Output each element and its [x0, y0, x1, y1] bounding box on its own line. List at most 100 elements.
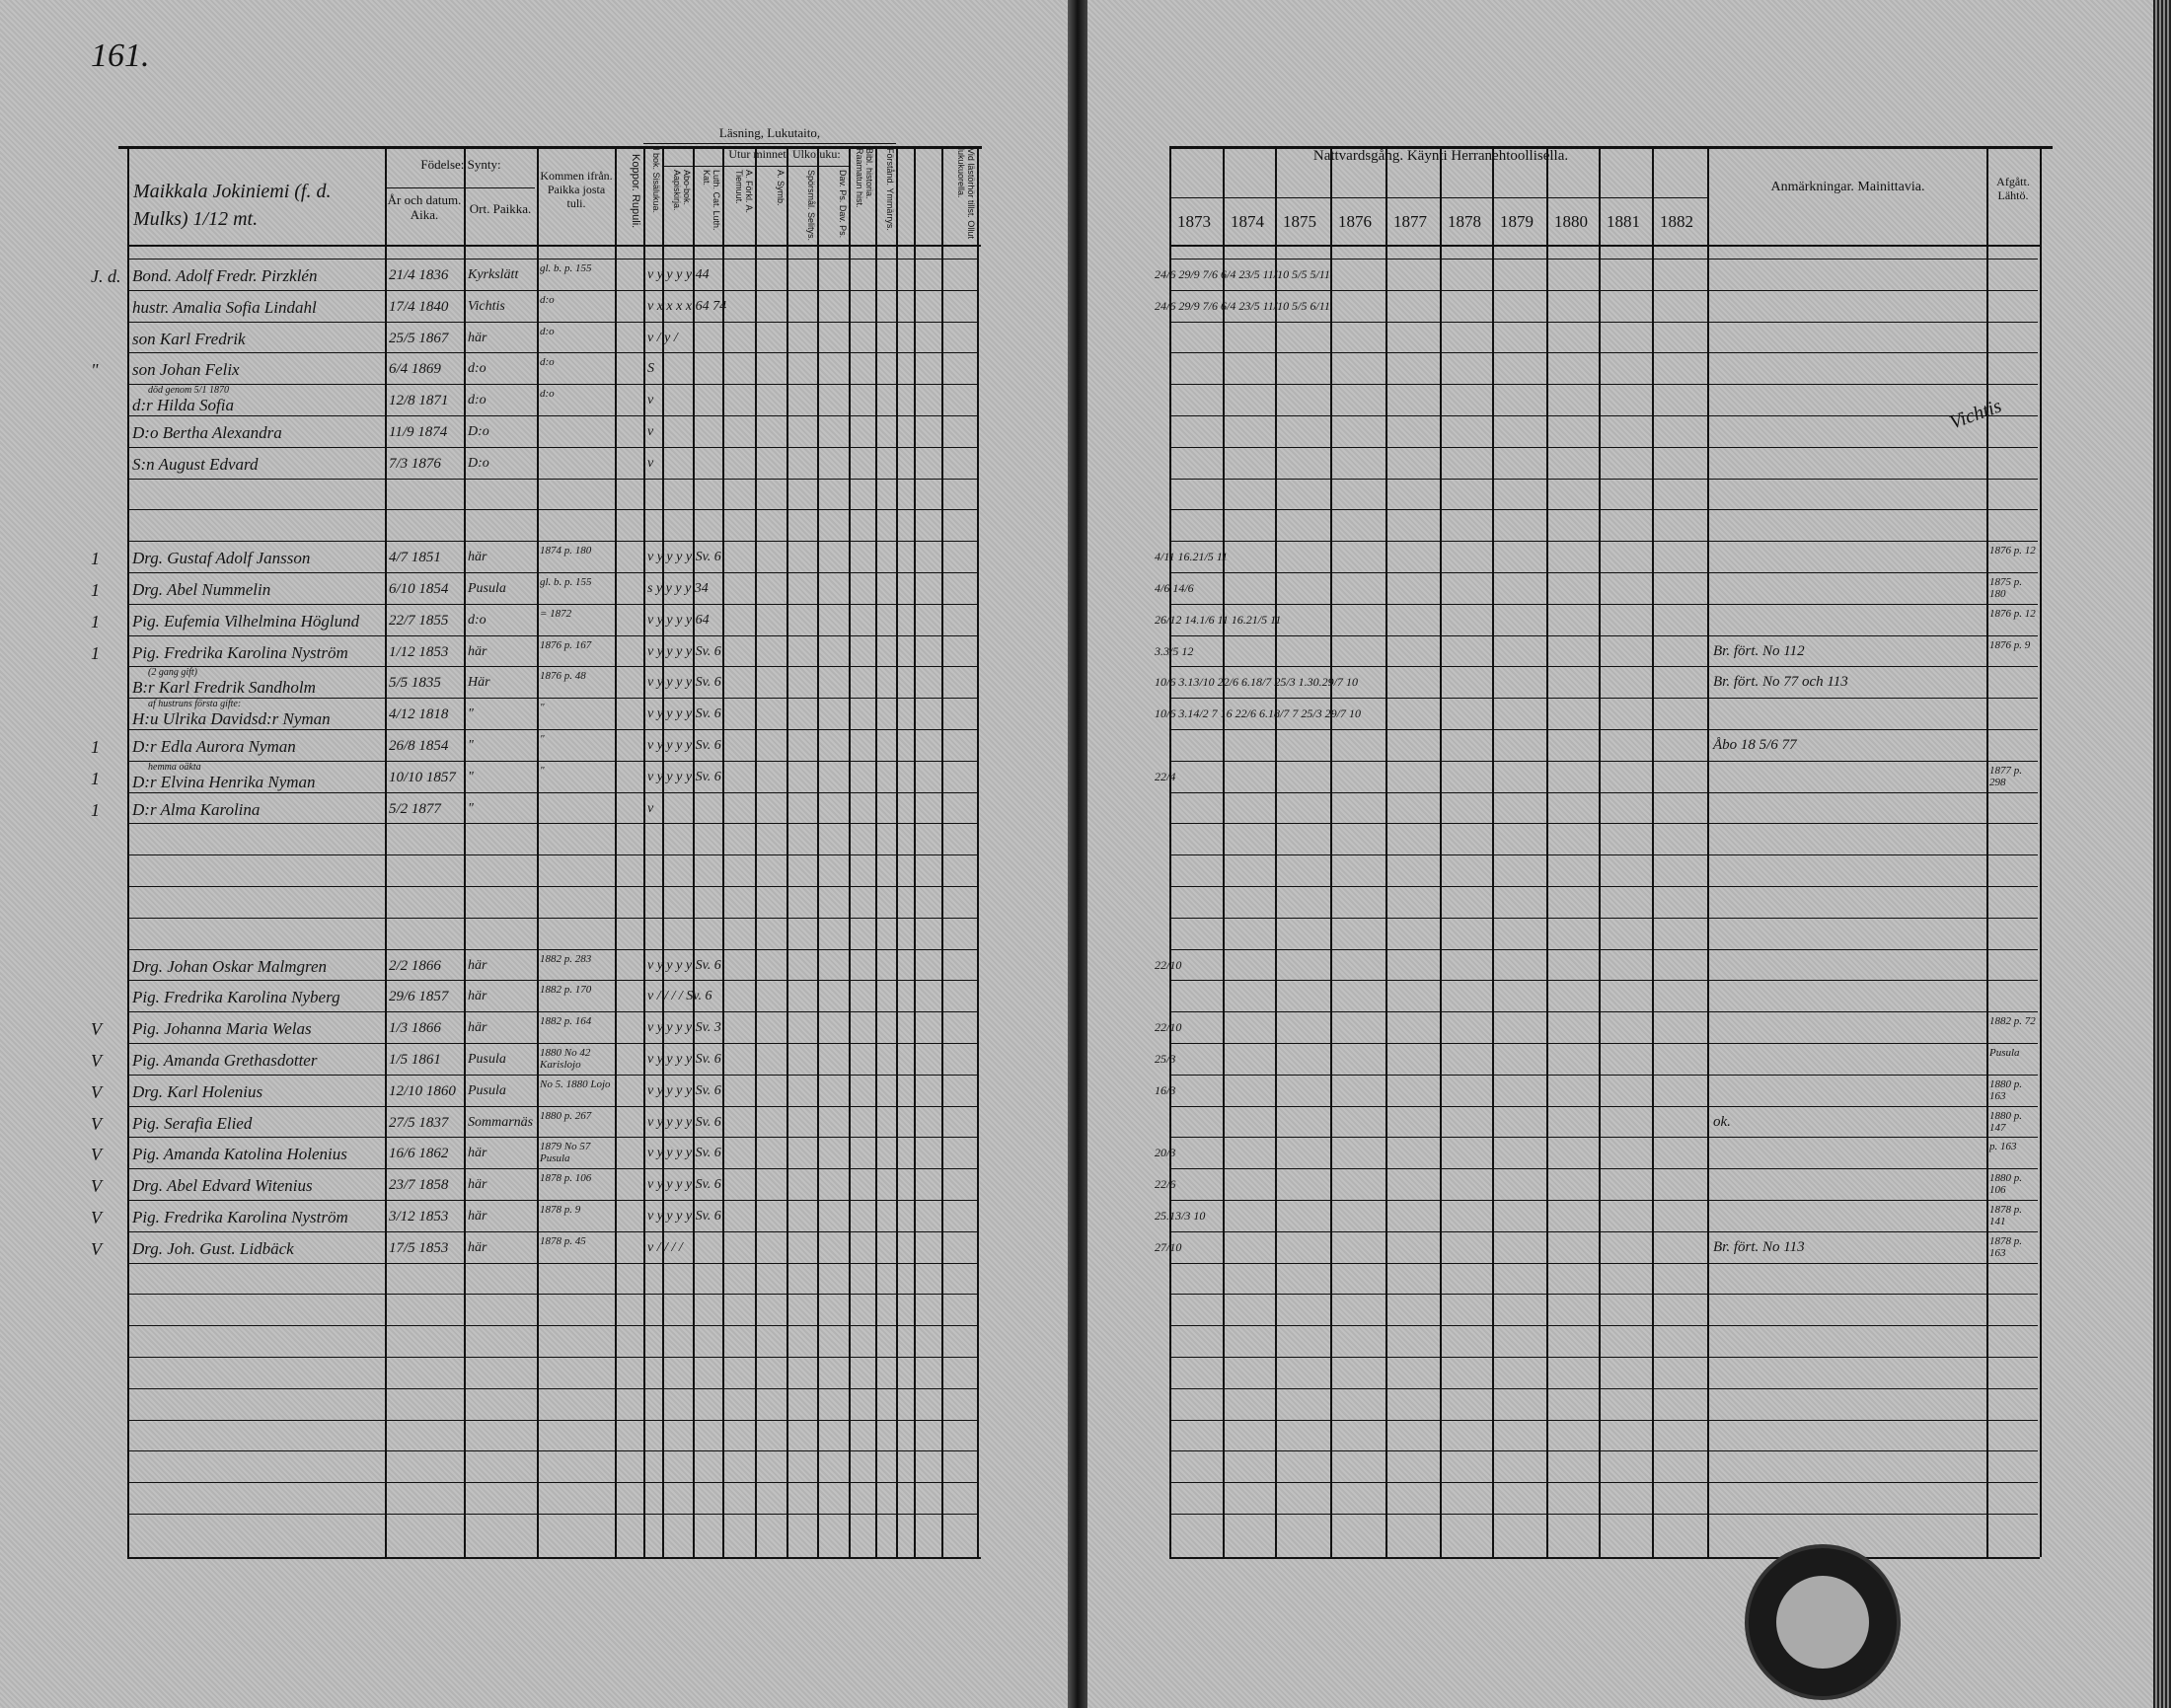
row-rule: [1171, 980, 2038, 981]
person-note: af hustruns första gifte:: [148, 699, 242, 709]
communion-dates: 24/6 29/9 7/6 6/4 23/5 11/10 5/5 6/11: [1155, 299, 1330, 313]
row-rule: [1171, 854, 2038, 855]
row-rule: [129, 854, 977, 855]
came-from: gl. b. p. 155: [540, 262, 592, 274]
reading-marks: v y y y y Sv. 6: [647, 675, 721, 690]
communion-dates: 20/3: [1155, 1146, 1176, 1159]
reading-marks: v: [647, 801, 654, 816]
row-rule: [129, 541, 977, 542]
reading-marks: v y y y y Sv. 6: [647, 738, 721, 753]
header-top-rule: [1169, 146, 2053, 149]
reading-marks: v y y y y Sv. 6: [647, 1052, 721, 1067]
came-from: 1879 No 57 Pusula: [540, 1141, 591, 1164]
row-rule: [1171, 384, 2038, 385]
birth-date: 17/4 1840: [389, 299, 449, 315]
birth-date: 2/2 1866: [389, 958, 441, 974]
came-from: 1876 p. 48: [540, 670, 586, 682]
reading-marks: v y y y y Sv. 6: [647, 1209, 721, 1224]
row-rule: [1171, 1482, 2038, 1483]
row-rule: [129, 761, 977, 762]
birth-place: Pusula: [468, 581, 506, 596]
row-rule: [1171, 604, 2038, 605]
year-column-header: 1876: [1338, 212, 1372, 231]
person-name: son Johan Felix: [132, 360, 240, 379]
column-rule: [662, 146, 664, 1557]
communion-dates: 26/12 14.1/6 11 16.21/5 11: [1155, 613, 1282, 627]
row-mark: J. d.: [91, 266, 121, 286]
departed: 1882 p. 72: [1989, 1015, 2036, 1027]
column-rule: [1169, 146, 1171, 1557]
row-rule: [1171, 352, 2038, 353]
row-rule: [1171, 1106, 2038, 1107]
row-rule: [129, 447, 977, 448]
row-rule: [1171, 1137, 2038, 1138]
remark: Br. fört. No 113: [1713, 1239, 1805, 1255]
row-mark: V: [91, 1239, 102, 1259]
reading-column-header: A. Symb.: [776, 170, 786, 206]
birth-date: 3/12 1853: [389, 1209, 449, 1225]
birth-place: här: [468, 989, 487, 1003]
header-top-rule: [118, 146, 982, 149]
row-rule: [129, 1357, 977, 1358]
row-rule: [1171, 322, 2038, 323]
person-note: död genom 5/1 1870: [148, 385, 229, 396]
column-rule: [1275, 146, 1277, 1557]
person-name: Drg. Karl Holenius: [132, 1082, 263, 1101]
page-edges: [2153, 0, 2171, 1708]
communion-dates: 24/6 29/9 7/6 6/4 23/5 11/10 5/5 5/11: [1155, 267, 1330, 281]
person-name: Pig. Eufemia Vilhelmina Höglund: [132, 612, 360, 631]
row-rule: [129, 415, 977, 416]
birth-place: Vichtis: [468, 299, 505, 314]
reading-marks: v y y y y Sv. 6: [647, 644, 721, 659]
by-heart-header: Utur minnet: Ulkoluku:: [728, 147, 841, 161]
row-rule: [129, 666, 977, 667]
birth-place: ": [468, 801, 474, 816]
communion-dates: 22/4: [1155, 770, 1176, 783]
column-rule: [1546, 146, 1548, 1557]
reading-marks: v y y y y Sv. 6: [647, 706, 721, 721]
birth-place: Pusula: [468, 1052, 506, 1067]
row-rule: [129, 1514, 977, 1515]
column-rule: [941, 146, 943, 1557]
column-rule: [1986, 146, 1988, 1557]
column-rule: [464, 146, 466, 1557]
birth-place: ": [468, 770, 474, 784]
row-rule: [1171, 290, 2038, 291]
row-rule: [1171, 792, 2038, 793]
departed: 1880 p. 163: [1989, 1078, 2022, 1102]
row-mark: 1: [91, 612, 100, 631]
birth-date: 23/7 1858: [389, 1177, 449, 1193]
remark: Br. fört. No 112: [1713, 643, 1805, 659]
column-rule: [693, 146, 695, 1557]
row-rule: [129, 949, 977, 950]
person-name: hustr. Amalia Sofia Lindahl: [132, 298, 317, 317]
row-mark: V: [91, 1145, 102, 1164]
row-mark: V: [91, 1019, 102, 1039]
year-column-header: 1882: [1660, 212, 1693, 231]
birth-place: d:o: [468, 361, 487, 376]
came-from: 1882 p. 283: [540, 953, 592, 965]
column-rule: [127, 146, 129, 1557]
person-name: Drg. Abel Nummelin: [132, 580, 271, 599]
birth-header: Födelse: Synty:: [420, 157, 501, 172]
communion-dates: 25/3: [1155, 1052, 1176, 1066]
communion-dates: 10/6 3.13/10 22/6 6.18/7 25/3 1.30.29/7 …: [1155, 675, 1359, 689]
reading-marks: v y y y y Sv. 6: [647, 770, 721, 784]
birth-place: ": [468, 738, 474, 753]
column-rule: [1707, 146, 1709, 1557]
row-rule: [129, 322, 977, 323]
person-name: Pig. Johanna Maria Welas: [132, 1019, 312, 1038]
row-rule: [129, 1388, 977, 1389]
person-name: Drg. Johan Oskar Malmgren: [132, 957, 328, 976]
row-rule: [1171, 1200, 2038, 1201]
came-from: d:o: [540, 356, 555, 368]
row-rule: [1171, 1263, 2038, 1264]
column-rule: [1330, 146, 1332, 1557]
header-bottom-rule: [127, 245, 981, 247]
birth-date: 4/7 1851: [389, 550, 441, 565]
departed: 1878 p. 141: [1989, 1204, 2022, 1227]
row-rule: [1171, 415, 2038, 416]
column-rule: [537, 146, 539, 1557]
column-rule: [755, 146, 757, 1557]
column-rule: [1385, 146, 1387, 1557]
